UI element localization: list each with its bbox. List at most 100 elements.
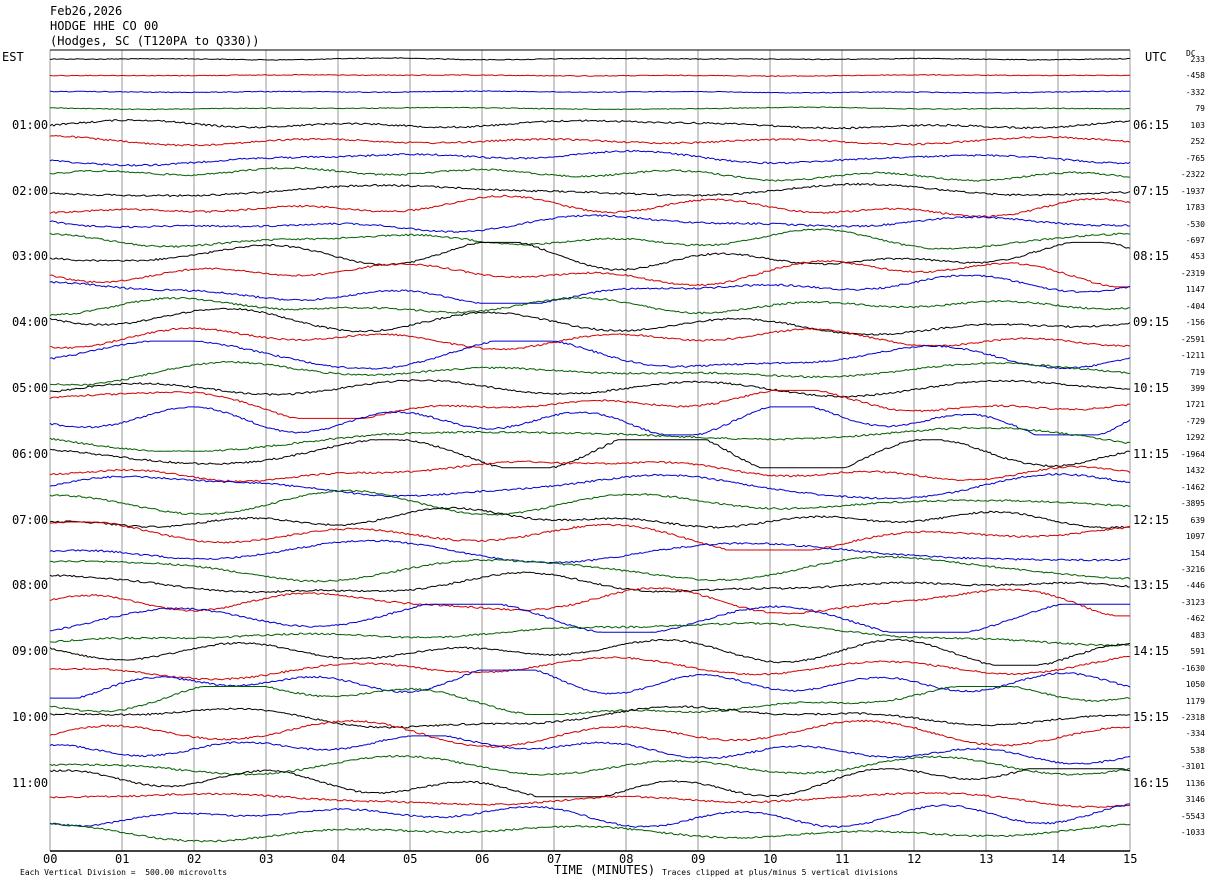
dc-offset-label: -2318 <box>1180 713 1205 722</box>
trace-line <box>49 241 1131 271</box>
trace-line <box>49 439 1131 469</box>
dc-offset-label: 1147 <box>1185 285 1205 295</box>
trace-line <box>49 506 1130 529</box>
trace-line <box>49 118 1131 130</box>
dc-offset-label: -446 <box>1185 581 1205 591</box>
dc-offset-label: 1179 <box>1185 696 1205 706</box>
trace-line <box>49 340 1131 370</box>
trace-line <box>49 705 1131 729</box>
trace-line <box>49 259 1130 288</box>
dc-offset-label: 1136 <box>1185 778 1205 788</box>
utc-hour-label: 12:15 <box>1133 512 1170 527</box>
dc-offset-label: -2591 <box>1180 334 1205 344</box>
header-station: HODGE HHE CO 00 <box>50 19 159 33</box>
dc-offset-label: -462 <box>1185 614 1205 624</box>
dc-label: DC <box>1186 49 1196 58</box>
dc-offset-label: -1033 <box>1180 828 1205 838</box>
trace-line <box>49 106 1131 111</box>
trace-line <box>49 360 1130 386</box>
trace-line <box>49 274 1131 304</box>
trace-line <box>49 228 1131 250</box>
trace-line <box>49 555 1131 583</box>
utc-hour-label: 13:15 <box>1133 578 1170 593</box>
dc-offset-label: -1964 <box>1180 449 1205 459</box>
est-hour-label: 07:00 <box>12 512 49 527</box>
header-location: (Hodges, SC (T120PA to Q330)) <box>50 34 260 48</box>
dc-offset-label: 719 <box>1190 367 1205 377</box>
x-tick-label: 13 <box>979 852 994 866</box>
x-tick-label: 00 <box>43 852 58 866</box>
est-hour-label: 01:00 <box>12 117 49 132</box>
est-hour-label: 09:00 <box>12 644 49 659</box>
trace-line <box>49 686 1131 716</box>
x-tick-label: 09 <box>691 852 706 866</box>
dc-offset-label: 79 <box>1195 104 1205 114</box>
dc-offset-label: -458 <box>1185 71 1205 81</box>
dc-offset-label: 1783 <box>1185 203 1205 213</box>
utc-hour-label: 08:15 <box>1133 249 1170 264</box>
est-hour-label: 08:00 <box>12 578 49 593</box>
utc-hour-label: 16:15 <box>1133 775 1170 790</box>
dc-offset-label: 1050 <box>1185 680 1205 690</box>
trace-line <box>49 426 1131 452</box>
dc-offset-label: -1211 <box>1180 351 1205 361</box>
trace-line <box>49 166 1131 182</box>
x-tick-label: 06 <box>475 852 490 866</box>
dc-offset-label: 1721 <box>1185 400 1205 410</box>
dc-offset-label: -404 <box>1185 301 1205 311</box>
trace-line <box>49 603 1130 633</box>
trace-line <box>49 389 1131 419</box>
x-tick-label: 14 <box>1051 852 1066 866</box>
trace-line <box>49 489 1131 516</box>
x-tick-label: 02 <box>187 852 202 866</box>
est-hour-label: 11:00 <box>12 775 49 790</box>
dc-offset-label: -2319 <box>1180 268 1205 278</box>
trace-line <box>49 791 1131 809</box>
x-tick-label: 01 <box>115 852 130 866</box>
x-tick-label: 15 <box>1123 852 1138 866</box>
trace-line <box>50 669 1131 699</box>
dc-offset-label: 154 <box>1190 548 1205 558</box>
dc-offset-label: -1462 <box>1180 482 1205 492</box>
dc-offset-label: -530 <box>1185 219 1205 229</box>
trace-line <box>49 90 1131 94</box>
dc-offset-label: -334 <box>1185 729 1205 739</box>
x-axis-title: TIME (MINUTES) <box>554 863 656 877</box>
x-tick-label: 05 <box>403 852 418 866</box>
trace-line <box>49 655 1131 681</box>
dc-offset-label: 1432 <box>1185 466 1205 476</box>
utc-hour-label: 14:15 <box>1133 644 1170 659</box>
trace-line <box>49 587 1130 617</box>
trace-line <box>49 621 1131 647</box>
est-axis-label: EST <box>2 50 24 64</box>
x-tick-label: 08 <box>619 852 634 866</box>
dc-offset-label: -1937 <box>1180 186 1205 196</box>
trace-line <box>49 768 1131 798</box>
utc-axis-label: UTC <box>1145 50 1167 64</box>
dc-offset-label: 538 <box>1190 745 1205 755</box>
x-tick-label: 07 <box>547 852 562 866</box>
dc-offset-label: -1630 <box>1180 663 1205 673</box>
dc-offset-label: 233 <box>1190 55 1205 64</box>
dc-offset-label: 1292 <box>1185 433 1205 443</box>
est-hour-label: 06:00 <box>12 446 49 461</box>
trace-line <box>49 406 1131 436</box>
dc-offset-label: -5543 <box>1180 811 1205 821</box>
x-tick-label: 04 <box>331 852 346 866</box>
trace-line <box>49 539 1130 564</box>
trace-line <box>49 521 1131 551</box>
dc-offset-label: -332 <box>1185 87 1205 97</box>
dc-offset-label: 252 <box>1190 137 1205 147</box>
dc-offset-label: -3216 <box>1180 564 1205 574</box>
dc-offset-label: 591 <box>1190 647 1205 657</box>
dc-offset-label: 103 <box>1190 120 1205 130</box>
dc-offset-label: 453 <box>1190 252 1205 262</box>
dc-offset-label: -3895 <box>1180 499 1205 509</box>
trace-line <box>49 73 1131 77</box>
utc-hour-label: 10:15 <box>1133 381 1170 395</box>
trace-line <box>49 823 1131 843</box>
utc-hour-label: 09:15 <box>1133 315 1170 330</box>
est-hour-label: 02:00 <box>12 183 49 198</box>
trace-line <box>49 296 1131 317</box>
